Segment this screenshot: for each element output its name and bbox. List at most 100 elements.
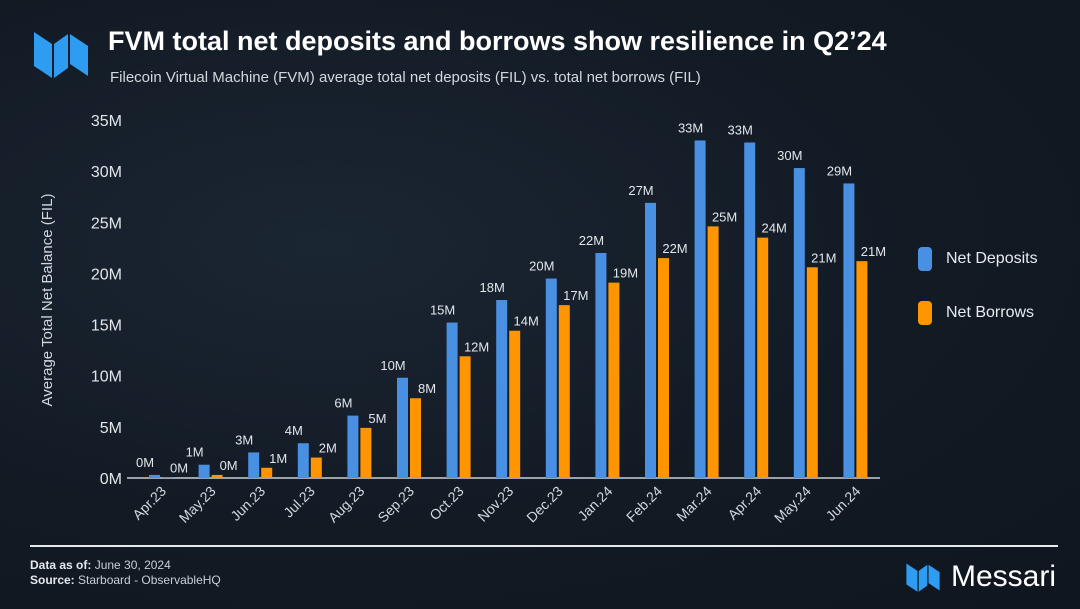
x-tick-label: Jan.24: [574, 483, 615, 524]
bar-net-deposits: [446, 322, 458, 478]
data-label-deposits: 20M: [529, 259, 554, 274]
page-title: FVM total net deposits and borrows show …: [108, 26, 887, 56]
bar-net-borrows: [162, 477, 173, 478]
data-label-deposits: 6M: [334, 396, 352, 411]
x-tick-label: Jul.23: [280, 483, 318, 521]
brand-name: Messari: [950, 560, 1056, 593]
y-tick-label: 10M: [91, 369, 122, 386]
x-tick-label: Sep.23: [374, 483, 417, 526]
bar-net-deposits: [694, 140, 706, 478]
legend-label: Net Borrows: [946, 304, 1035, 321]
x-tick-label: Mar.24: [673, 483, 715, 525]
bar-net-borrows: [608, 282, 620, 478]
data-label-deposits: 10M: [380, 358, 405, 373]
data-label-borrows: 2M: [319, 441, 337, 456]
y-tick-label: 35M: [91, 113, 122, 130]
bar-net-borrows: [806, 267, 818, 478]
y-tick-label: 15M: [91, 318, 122, 335]
data-as-of-label: Data as of:: [30, 558, 92, 572]
x-tick-label: Jun.24: [822, 483, 863, 524]
bar-net-borrows: [211, 474, 223, 478]
bar-net-deposits: [744, 142, 756, 478]
data-label-borrows: 12M: [464, 339, 489, 354]
data-label-deposits: 22M: [579, 233, 604, 248]
x-tick-label: Aug.23: [325, 483, 368, 526]
bar-net-deposits: [843, 183, 855, 478]
x-tick-label: Nov.23: [474, 483, 516, 525]
footer-divider: [30, 545, 1058, 547]
bar-net-deposits: [595, 252, 607, 478]
messari-brand-icon: [906, 563, 940, 592]
bar-net-borrows: [856, 261, 868, 478]
x-tick-label: Oct.23: [426, 483, 467, 524]
source: Source: Starboard - ObservableHQ: [30, 573, 221, 587]
bar-net-deposits: [248, 452, 260, 478]
messari-logo-icon: [32, 28, 90, 85]
bar-net-deposits: [198, 464, 210, 478]
x-tick-label: Dec.23: [523, 483, 566, 526]
bar-net-deposits: [545, 278, 557, 478]
data-label-borrows: 25M: [712, 209, 737, 224]
data-label-deposits: 29M: [827, 163, 852, 178]
bar-net-borrows: [509, 330, 521, 478]
source-value: Starboard - ObservableHQ: [78, 573, 221, 587]
bar-net-borrows: [459, 356, 471, 478]
data-label-deposits: 4M: [285, 423, 303, 438]
data-label-deposits: 33M: [678, 120, 703, 135]
data-label-borrows: 21M: [861, 244, 886, 259]
y-tick-label: 0M: [100, 471, 122, 488]
data-label-borrows: 14M: [514, 314, 539, 329]
bar-net-deposits: [496, 300, 508, 478]
data-label-deposits: 3M: [235, 432, 253, 447]
data-label-deposits: 0M: [136, 455, 154, 470]
data-label-borrows: 24M: [762, 221, 787, 236]
bar-net-borrows: [558, 305, 570, 478]
y-tick-label: 20M: [91, 266, 122, 283]
data-label-borrows: 0M: [170, 460, 188, 475]
source-label: Source:: [30, 573, 75, 587]
y-tick-label: 25M: [91, 215, 122, 232]
legend-swatch-borrows: [918, 301, 932, 325]
bar-net-deposits: [645, 202, 656, 478]
data-label-borrows: 17M: [563, 288, 588, 303]
y-axis-title: Average Total Net Balance (FIL): [39, 194, 56, 407]
bar-net-borrows: [410, 398, 421, 478]
bar-net-deposits: [793, 168, 805, 478]
data-label-borrows: 5M: [368, 411, 386, 426]
x-tick-label: May.24: [771, 483, 814, 526]
legend-net-deposits: Net Deposits: [918, 247, 1038, 271]
data-label-deposits: 27M: [628, 183, 653, 198]
bar-net-deposits: [347, 415, 359, 478]
y-tick-label: 30M: [91, 164, 122, 181]
data-label-borrows: 8M: [418, 381, 436, 396]
data-label-borrows: 22M: [662, 241, 687, 256]
bar-net-deposits: [297, 443, 309, 478]
messari-brand: Messari: [905, 560, 1056, 594]
legend-swatch-deposits: [918, 247, 932, 271]
bar-net-borrows: [658, 258, 669, 478]
data-label-borrows: 19M: [613, 266, 638, 281]
bar-net-deposits: [149, 474, 160, 478]
y-tick-label: 5M: [100, 420, 122, 437]
legend-net-borrows: Net Borrows: [918, 301, 1034, 325]
bar-net-borrows: [310, 457, 322, 478]
x-tick-label: May.23: [176, 483, 219, 526]
data-as-of-value: June 30, 2024: [94, 558, 171, 572]
data-label-deposits: 15M: [430, 303, 455, 318]
data-label-borrows: 0M: [220, 458, 238, 473]
data-label-deposits: 33M: [728, 123, 753, 138]
data-as-of: Data as of: June 30, 2024: [30, 558, 171, 572]
data-label-deposits: 30M: [777, 148, 802, 163]
data-label-borrows: 21M: [811, 250, 836, 265]
data-label-deposits: 1M: [186, 445, 204, 460]
bar-net-deposits: [397, 377, 408, 478]
bar-net-borrows: [360, 427, 372, 478]
x-tick-label: Apr.23: [129, 483, 169, 523]
page-subtitle: Filecoin Virtual Machine (FVM) average t…: [110, 69, 701, 86]
x-tick-label: Jun.23: [227, 483, 268, 524]
bar-net-borrows: [261, 467, 273, 478]
bar-net-borrows: [757, 237, 769, 478]
x-tick-label: Feb.24: [623, 483, 665, 525]
data-label-deposits: 18M: [480, 280, 505, 295]
